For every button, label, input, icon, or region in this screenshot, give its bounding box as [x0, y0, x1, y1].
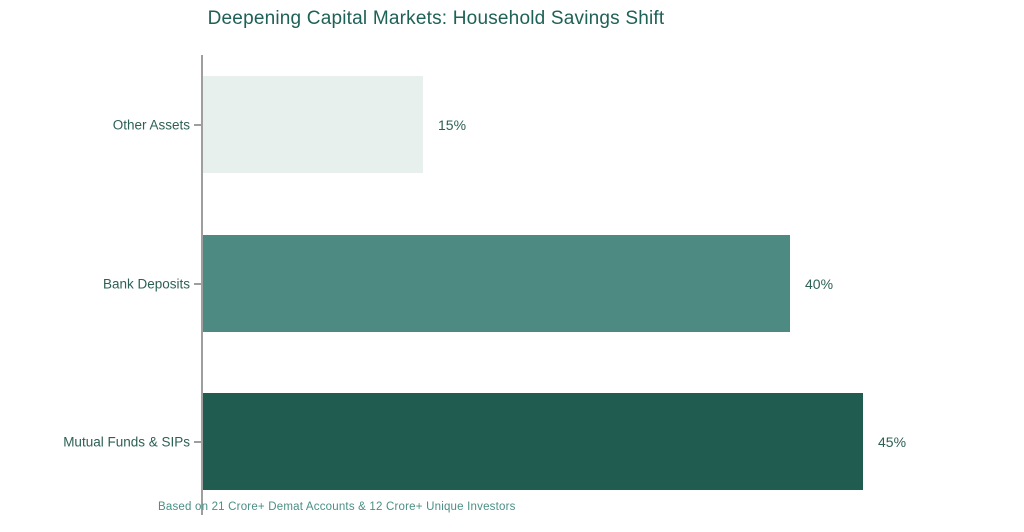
category-label: Mutual Funds & SIPs: [63, 434, 190, 449]
y-axis-line: [201, 55, 203, 515]
value-label: 45%: [878, 433, 907, 450]
axis-tick: [194, 440, 201, 443]
axis-tick: [194, 123, 201, 126]
bar-row: Other Assets 15%: [0, 76, 1024, 173]
axis-tick: [194, 282, 201, 285]
value-label: 40%: [805, 275, 834, 292]
category-label: Bank Deposits: [102, 276, 190, 291]
bar-row: Mutual Funds & SIPs 45%: [0, 393, 1024, 490]
chart-footnote: Based on 21 Crore+ Demat Accounts & 12 C…: [158, 501, 516, 513]
value-label: 15%: [438, 116, 467, 133]
bar: [203, 235, 790, 332]
bar: [203, 76, 423, 173]
bar: [203, 393, 863, 490]
category-label: Other Assets: [112, 117, 190, 132]
chart-title: Deepening Capital Markets: Household Sav…: [207, 8, 665, 29]
bar-row: Bank Deposits 40%: [0, 235, 1024, 332]
